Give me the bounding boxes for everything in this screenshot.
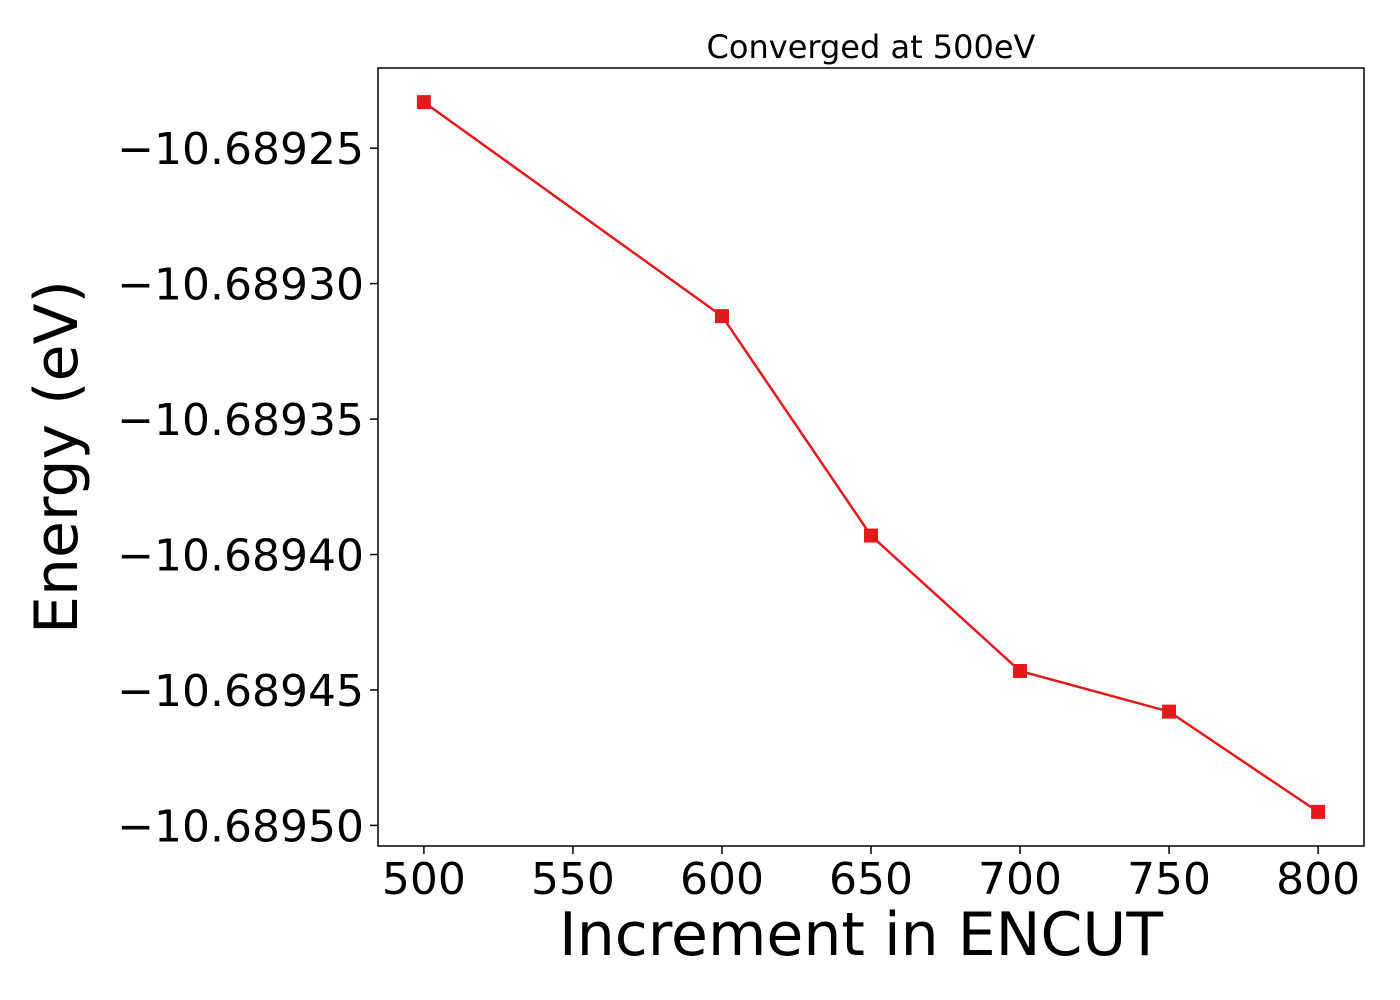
y-axis: −10.68925 −10.68930 −10.68935 −10.68940 −10.… <box>117 124 378 852</box>
x-tick-label: 550 <box>531 854 615 905</box>
series-layer <box>416 95 1326 819</box>
data-point-marker <box>1013 664 1028 679</box>
x-axis: 500 550 600 650 700 750 800 <box>382 846 1360 905</box>
x-tick-label: 700 <box>978 854 1062 905</box>
plot-frame <box>377 67 1365 847</box>
x-tick-label: 800 <box>1276 854 1360 905</box>
data-point-marker <box>1311 804 1326 819</box>
y-tick-label: −10.68940 <box>117 531 364 582</box>
y-tick-label: −10.68930 <box>117 260 364 311</box>
y-axis-label: Energy (eV) <box>22 280 92 634</box>
x-axis-label: Increment in ENCUT <box>559 900 1163 970</box>
y-tick-label: −10.68950 <box>117 801 364 852</box>
chart-title: Converged at 500eV <box>707 28 1036 66</box>
x-tick-label: 500 <box>382 854 466 905</box>
data-point-marker <box>864 528 878 543</box>
y-tick-label: −10.68945 <box>117 666 364 717</box>
y-tick-label: −10.68925 <box>117 124 364 175</box>
y-tick-label: −10.68935 <box>117 395 364 446</box>
x-tick-label: 650 <box>829 854 913 905</box>
x-tick-label: 750 <box>1127 854 1211 905</box>
data-point-marker <box>1162 704 1177 719</box>
x-tick-label: 600 <box>680 854 764 905</box>
series-line <box>423 101 1319 813</box>
plot-area <box>377 67 1365 847</box>
data-point-marker <box>416 95 431 110</box>
data-point-marker <box>714 309 729 324</box>
